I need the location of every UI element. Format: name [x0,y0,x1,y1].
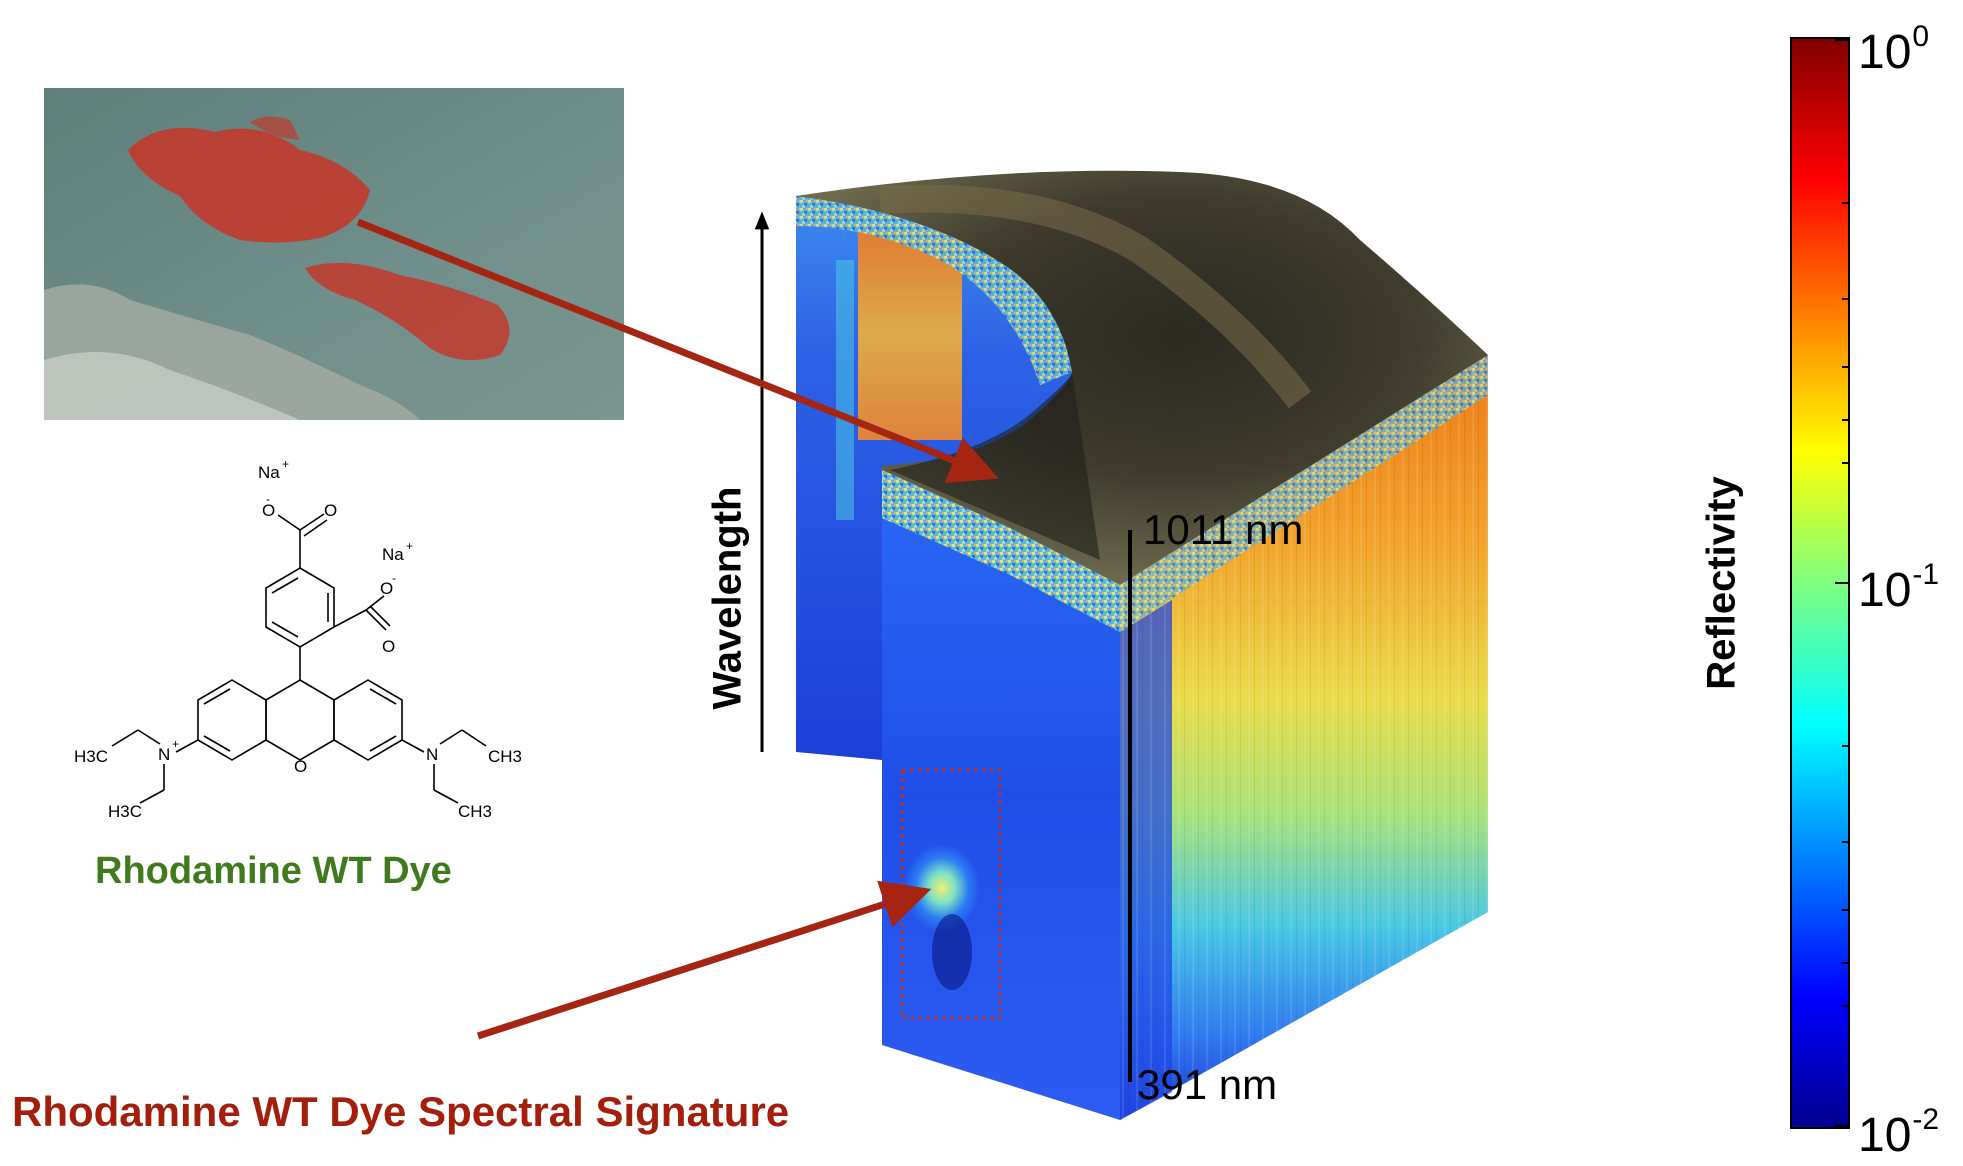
dye-plume-main [128,127,370,243]
atom-o-minus2-sign: - [392,571,396,585]
cube-top-river-band [879,184,1312,409]
bond-carboxyl2-chain [333,609,367,628]
atom-n-left: N [158,745,170,764]
colorbar [1790,37,1850,1129]
bond-right-ring-db1 [369,688,397,705]
tick-base: 10 [1858,1109,1912,1162]
cube-inner-curve-band [796,196,1072,385]
rhodamine-wt-structure [111,513,487,804]
wavelength-max-label: 1011 nm [1143,506,1304,553]
bond-left-n-up [137,729,161,745]
cube-front-left-top-band [882,470,1120,632]
atom-o-carbonyl1: O [324,501,337,520]
bond-carboxyl1-co-double [303,519,328,537]
atom-o-minus1: O [262,501,275,520]
dye-name-label: Rhodamine WT Dye [95,850,452,892]
atom-na1-plus: + [282,457,289,471]
atom-h3c-top: H3C [74,747,108,766]
atom-na2-plus: + [406,539,413,553]
bond-xanthene-left [197,679,267,761]
bond-carboxyl2-o-minus [365,595,385,611]
bond-left-n [175,739,199,753]
colorbar-title: Reflectivity [1699,476,1744,690]
bond-left-n-down2 [139,789,165,804]
colorbar-tick-label: 100 [1858,20,1929,80]
dye-signature-spot [904,844,980,932]
bond-right-n-up2 [461,729,487,747]
atom-n-right: N [426,745,438,764]
atom-ch3-bottom: CH3 [458,802,492,821]
photo-shoreline-rocks [44,352,300,420]
tick-base: 10 [1858,26,1912,79]
spectral-signature-label: Rhodamine WT Dye Spectral Signature [12,1088,790,1135]
atom-o-minus2: O [380,579,393,598]
atom-o-carbonyl2: O [382,637,395,656]
bond-right-n [401,739,425,753]
hyperspectral-cube [796,170,1488,1120]
signature-arrow [476,880,932,1040]
bond-xanthene-right [333,679,403,761]
atom-ch3-top: CH3 [488,747,522,766]
plume-to-cube-arrow [356,218,1000,484]
atom-h3c-bottom: H3C [108,802,142,821]
bond-top-ring-db1 [271,577,299,594]
bond-top-ring-db3 [271,621,299,638]
atom-na1: Na [258,463,280,482]
atom-o-minus1-sign: - [266,492,270,506]
dye-plume-tail [250,116,300,140]
cube-cyan-streak [836,260,854,520]
bond-carboxyl1-o-minus [277,514,301,531]
wavelength-min-label: 391 nm [1137,1061,1278,1108]
atom-n-left-plus: + [172,737,179,751]
colorbar-tick-label: 10-2 [1858,1103,1939,1163]
atom-na2: Na [382,545,404,564]
bond-left-ring-db2 [203,735,231,752]
cube-warm-strip [858,230,962,440]
dye-plume-lower [305,262,510,361]
colorbar-tick-label: 10-1 [1858,558,1939,618]
bond-right-n-down2 [433,789,459,804]
tick-exponent: -1 [1912,558,1940,591]
colorbar-ticks [1835,39,1849,1127]
dye-signature-shadow [932,914,972,990]
wavelength-axis-label: Wavelength [705,486,750,710]
atom-o-ring: O [294,757,307,776]
bond-left-n-up2 [111,729,139,747]
aerial-photo [44,88,624,420]
tick-base: 10 [1858,564,1912,617]
bond-xanthene-center [265,679,335,761]
bond-carboxyl2-co-double [369,605,391,627]
tick-exponent: 0 [1912,20,1930,53]
cube-streak-overlay [1120,355,1488,1120]
bond-right-ring-db2 [369,735,397,752]
bond-top-ring [265,567,335,648]
tick-exponent: -2 [1912,1103,1940,1136]
bond-right-n-up [439,729,463,745]
molecule-atom-labels: Na + O - O Na + O - O O N + N H3C H3C CH… [74,457,522,821]
bond-carboxyl2-co [365,609,387,631]
bond-left-ring-db1 [203,688,231,705]
bond-carboxyl1-co [299,513,325,531]
